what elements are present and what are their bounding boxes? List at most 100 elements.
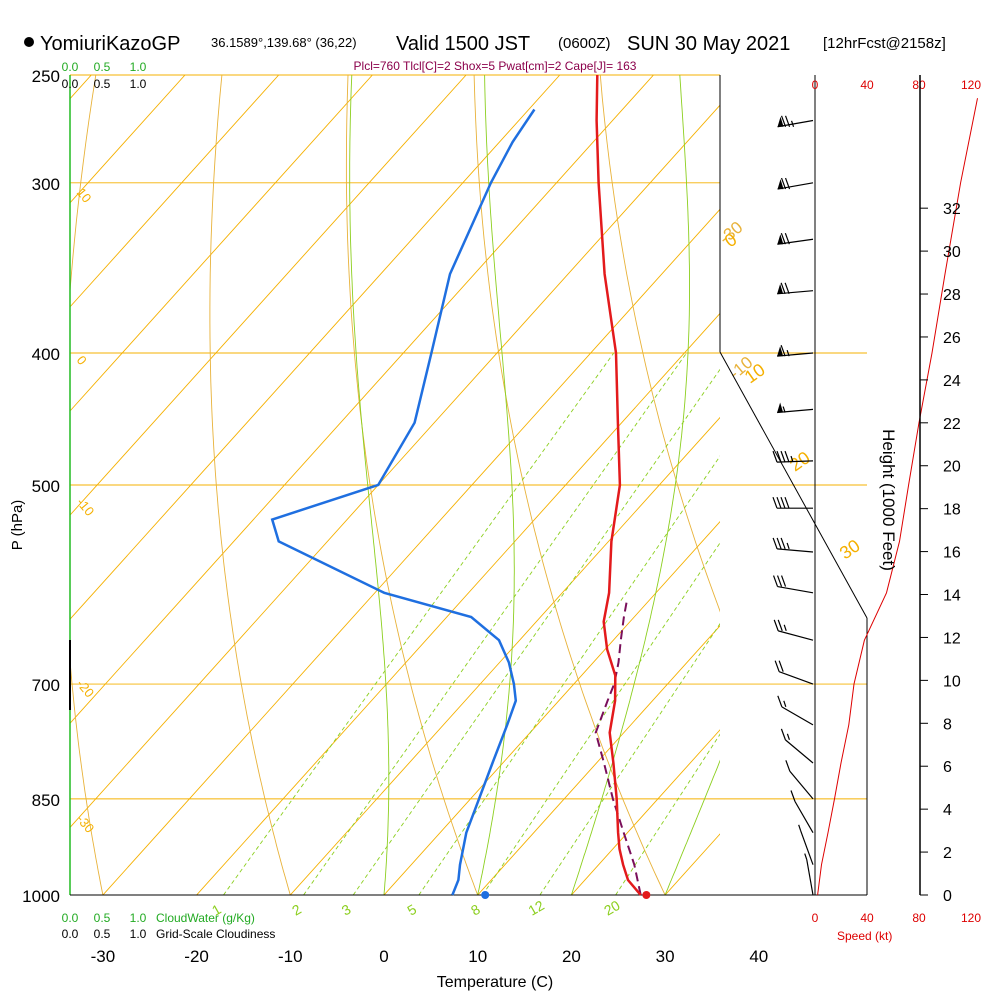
mixing-ratio-lines [223,352,720,895]
wind-barb [777,233,814,245]
wind-barb-flag [784,450,790,463]
valid-zulu: (0600Z) [558,35,611,52]
pressure-axis-label: P (hPa) [9,500,26,551]
wind-barb-flag [784,496,790,509]
mixing-ratio-label: 20 [601,897,623,919]
temperature-tick-label: 10 [468,947,487,966]
wind-barb-flag [776,537,782,550]
wind-barb-flag [780,537,786,550]
isotherm-line [70,75,373,412]
isotherm-line [70,75,654,725]
valid-date: SUN 30 May 2021 [627,33,790,55]
height-axis-label: Height (1000 Feet) [879,429,898,571]
isotherm-line [70,75,561,620]
wind-barbs [772,75,816,896]
wind-barb-flag [777,695,783,708]
forecast-info: [12hrFcst@2158z] [823,35,946,52]
cloudiness-tick-bottom: 0.5 [94,927,111,941]
cloudiness-tick-bottom: 0.0 [62,927,79,941]
wind-barb-halfflag [786,542,790,550]
wind-barb [772,537,814,553]
wind-barb [777,402,814,414]
wind-barb [780,728,814,764]
cloudwater-tick-bottom: 0.5 [94,911,111,925]
isotherm-line [102,208,720,895]
wind-barb-pennant [777,283,784,294]
speed-tick-top: 120 [961,78,981,92]
wind-barb-flag [778,660,784,672]
temperature-axis-label: Temperature (C) [437,974,553,991]
cloudwater-tick-bottom: 0.0 [62,911,79,925]
wind-barb-staff [800,830,814,865]
wind-barb-pennant [777,234,784,245]
height-tick-label: 26 [943,330,961,347]
speed-axis-label: Speed (kt) [837,929,892,943]
parcel-trace [594,602,642,896]
wind-barb [777,177,814,190]
height-tick-label: 10 [943,673,961,690]
pressure-tick-label: 850 [32,791,60,810]
wind-barb-flag [772,496,778,509]
cloudiness-tick-top: 0.5 [94,77,111,91]
wind-barb-flag [784,115,791,127]
height-tick-label: 8 [943,716,952,733]
station-dot [24,37,34,47]
dry-adiabat [209,75,291,895]
wind-barb-staff [785,739,814,764]
wind-barb [774,660,814,685]
dewpoint-trace [270,108,536,896]
wind-barb-staff [777,548,814,553]
wind-barb [772,496,813,509]
cloudwater-tick-bottom: 1.0 [130,911,147,925]
wind-barb-flag [790,790,796,802]
wind-barb-halfflag [804,853,808,860]
cloudwater-label: CloudWater (g/Kg) [156,911,255,925]
cloud-scales: 0.0 0.0 0.5 0.5 1.0 1.0 0.0 0.0 0.5 0.5 1.0 1.0 [62,60,147,941]
wind-barb-flag [784,177,791,190]
isotherm-line [383,520,720,895]
isotherm-line [571,729,720,895]
wind-barb-staff [777,119,814,128]
height-tick-label: 20 [943,459,961,476]
wind-barb [777,695,814,726]
wind-barb [772,575,814,594]
pressure-tick-label: 300 [32,175,60,194]
cloudwater-tick-top: 0.0 [62,60,79,74]
wind-barb-flag [773,619,779,632]
isotherm-line [289,416,720,895]
speed-tick-top: 80 [912,78,926,92]
wind-barb-flag [774,660,780,672]
sounding-parameters: Plcl=760 Tlcl[C]=2 Shox=5 Pwat[cm]=2 Cap… [354,59,637,73]
pressure-tick-label: 700 [32,676,60,695]
wind-barb-flag [780,115,787,127]
dry-adiabat [345,75,479,895]
wind-barb-flag [784,233,790,245]
wind-barb-halfflag [798,824,802,832]
wind-barb [798,824,814,865]
wind-barb-flag [772,575,779,587]
height-tick-label: 2 [943,845,952,862]
wind-barb-halfflag [790,120,795,127]
mixing-ratio-line [223,352,615,895]
temperature-axis: Temperature (C) -30 -20 -10 0 10 20 30 40 [91,947,769,991]
dry-adiabat [599,75,720,613]
wind-barb-flag [776,496,782,509]
wind-barb-pennant [777,179,784,190]
wind-barb-staff [777,238,814,245]
dry-adiabat [473,75,666,895]
pressure-axis: P (hPa) 1000 850 700 500 400 300 250 [9,67,60,906]
wind-barb-flag [776,575,783,587]
height-tick-label: 12 [943,630,961,647]
height-tick-label: 16 [943,545,961,562]
valid-time: Valid 1500 JST [396,33,530,55]
height-tick-label: 6 [943,759,952,776]
station-name: YomiuriKazoGP [40,33,180,55]
wind-barb-staff [777,460,814,463]
speed-tick-bottom: 40 [860,911,874,925]
wind-barb-staff [778,630,814,641]
wind-barb-flag [780,450,786,463]
height-tick-label: 28 [943,287,961,304]
wind-barb-halfflag [783,700,787,708]
wind-barb-staff [778,671,814,685]
